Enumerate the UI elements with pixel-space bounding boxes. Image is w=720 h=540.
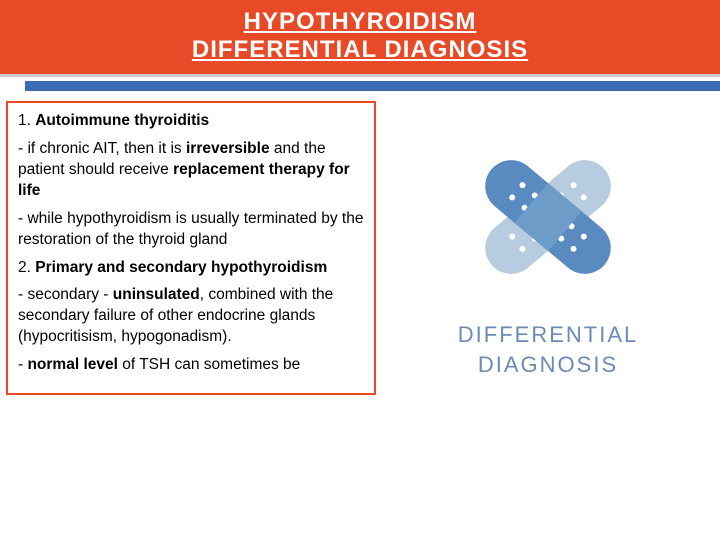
p6-b: normal level xyxy=(27,356,117,373)
slide-header: HYPOTHYROIDISM DIFFERENTIAL DIAGNOSIS xyxy=(0,0,720,77)
p5-a: - secondary - xyxy=(18,286,113,303)
p1-bold: Autoimmune thyroiditis xyxy=(35,112,209,129)
p4-num: 2. xyxy=(18,259,35,276)
point-1-detail-a: - if chronic AIT, then it is irreversibl… xyxy=(18,139,364,202)
graphic-caption: DIFFERENTIAL DIAGNOSIS xyxy=(458,320,638,379)
caption-line2: DIAGNOSIS xyxy=(478,352,618,377)
p6-c: of TSH can sometimes be xyxy=(118,356,300,373)
point-2-detail-a: - secondary - uninsulated, combined with… xyxy=(18,285,364,348)
point-2-title: 2. Primary and secondary hypothyroidism xyxy=(18,258,364,279)
header-line1: HYPOTHYROIDISM xyxy=(244,8,477,35)
graphic-panel: DIFFERENTIAL DIAGNOSIS xyxy=(376,101,720,395)
header-line2: DIFFERENTIAL DIAGNOSIS xyxy=(192,36,528,63)
point-2-detail-b: - normal level of TSH can sometimes be xyxy=(18,355,364,376)
p4-bold: Primary and secondary hypothyroidism xyxy=(35,259,327,276)
bandage-heart-icon xyxy=(453,137,643,302)
content-box: 1. Autoimmune thyroiditis - if chronic A… xyxy=(6,101,376,395)
point-1-detail-b: - while hypothyroidism is usually termin… xyxy=(18,209,364,251)
main-content: 1. Autoimmune thyroiditis - if chronic A… xyxy=(0,91,720,395)
p2-b: irreversible xyxy=(186,140,270,157)
p5-b: uninsulated xyxy=(113,286,200,303)
point-1-title: 1. Autoimmune thyroiditis xyxy=(18,111,364,132)
accent-bar-wrap xyxy=(0,77,720,91)
p2-a: - if chronic AIT, then it is xyxy=(18,140,186,157)
caption-line1: DIFFERENTIAL xyxy=(458,322,638,347)
accent-bar xyxy=(25,81,720,91)
p1-num: 1. xyxy=(18,112,35,129)
